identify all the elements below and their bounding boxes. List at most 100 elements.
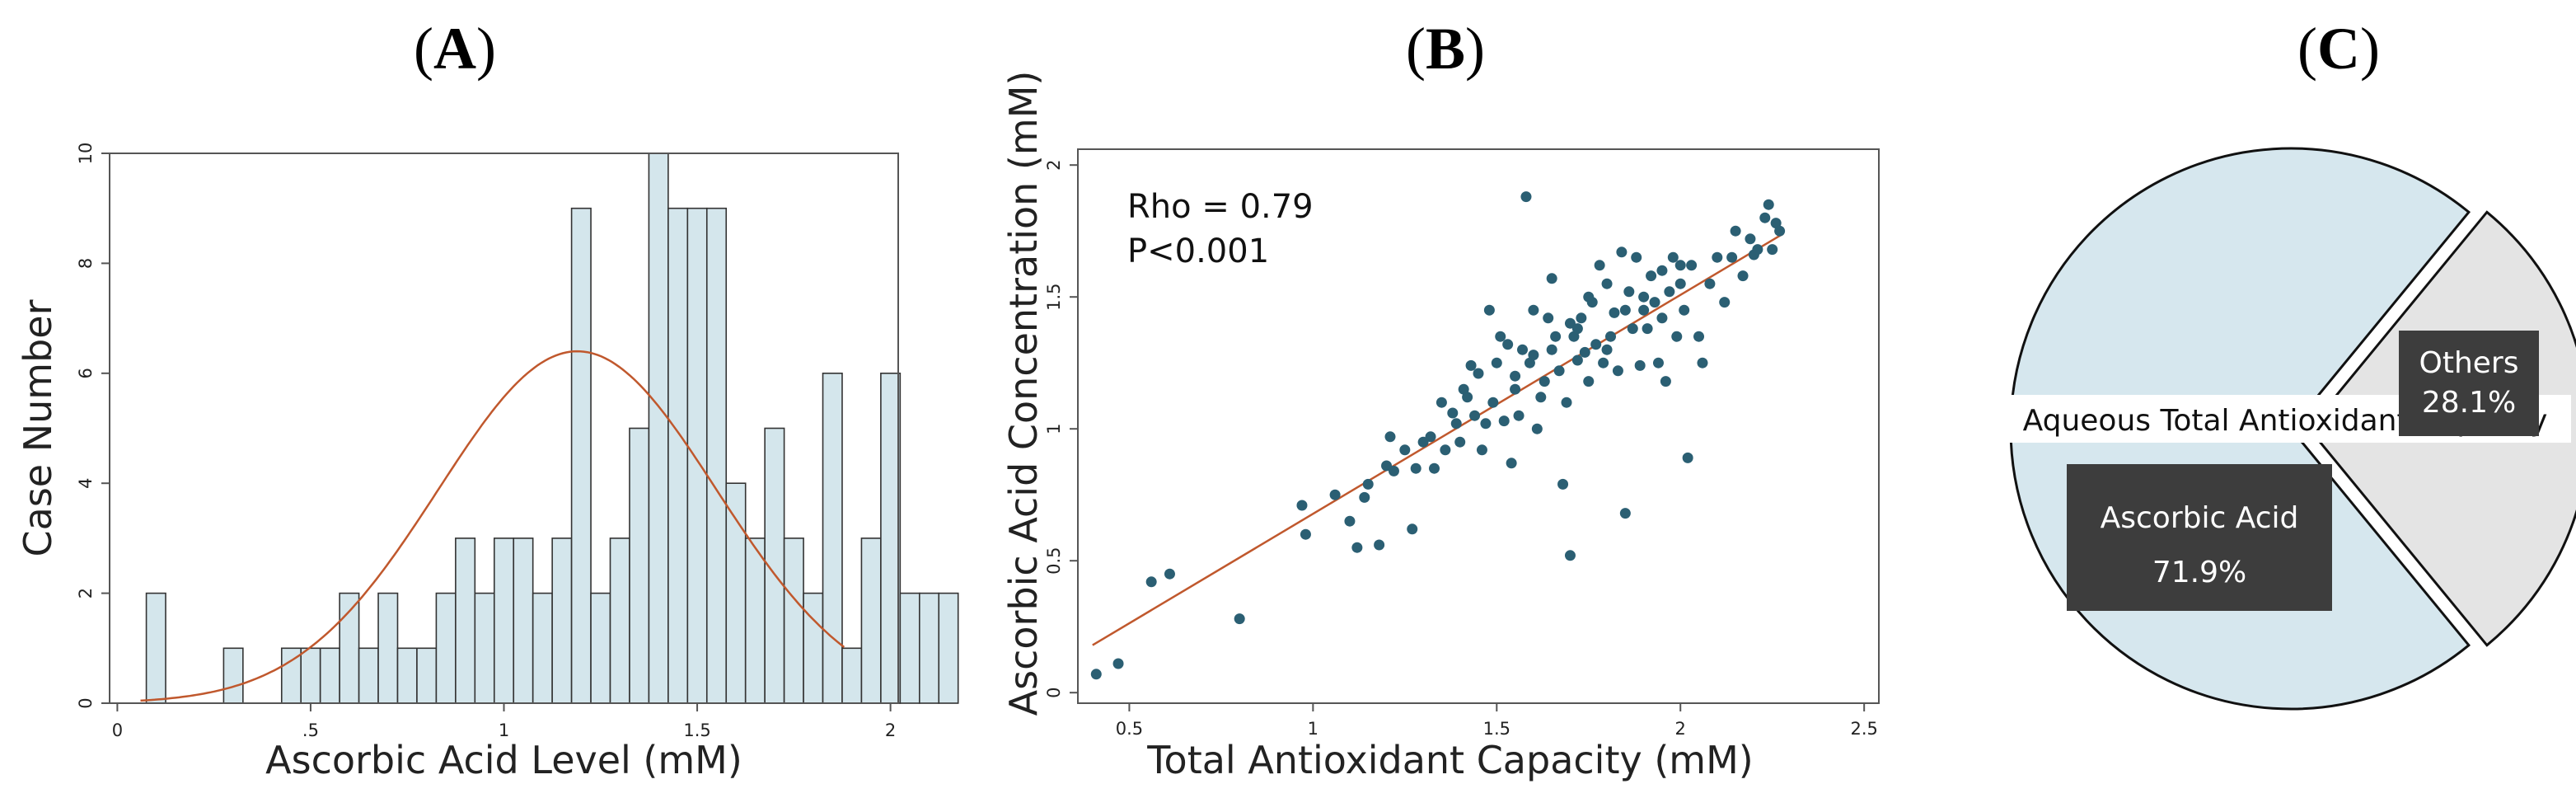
scatter-point [1656,265,1668,276]
scatter-point [1234,613,1245,625]
histogram-bar [629,427,650,704]
scatter-point [1351,542,1363,553]
scatter-point [1362,478,1374,490]
y-tick-label: 4 [76,478,96,489]
scatter-point [1462,392,1473,403]
histogram-bar [880,372,902,704]
x-ticks-a: 0 .5 1 1.5 2 [112,703,896,740]
scatter-point [1344,515,1356,527]
scatter-point [1454,436,1466,448]
x-tick-label: .5 [302,721,319,740]
y-tick-label: 2 [1044,160,1064,171]
histogram-bar [339,592,360,704]
scatter-point [1384,431,1396,443]
scatter-point [1774,225,1786,237]
x-tick-label: 1.5 [683,721,710,740]
scatter-point [1601,278,1613,289]
scatter-point [1656,312,1668,324]
x-tick-label: 0 [112,721,123,740]
scatter-point [1296,500,1308,511]
y-tick-label: 8 [76,258,96,269]
panel-label-b: (B) [1406,16,1485,82]
scatter-point [1730,225,1741,237]
scatter-point [1510,370,1521,382]
scatter-point [1440,444,1451,456]
histogram-bar [570,207,592,704]
scatter-point [1450,418,1462,430]
scatter-point [1619,508,1631,519]
rho-annotation: Rho = 0.79 [1127,188,1314,226]
histogram-bar [319,647,340,704]
scatter-point [1697,357,1708,368]
histogram-bar [513,537,534,704]
x-axis-title-b: Total Antioxidant Capacity (mM) [1146,738,1753,782]
scatter-point [1428,462,1440,474]
scatter-point [1483,304,1495,316]
scatter-point [1498,415,1510,427]
histogram-bar [860,537,882,704]
histogram-bar [899,592,920,704]
scatter-point [1671,331,1683,342]
ascorbic-acid-percent: 71.9% [2152,556,2246,589]
x-tick-label: 0.5 [1116,719,1143,739]
scatter-point [1510,383,1521,395]
scatter-points [1090,191,1786,680]
histogram-bar [648,153,669,704]
histogram-bar [493,537,515,704]
scatter-point [1590,339,1602,350]
histogram-bar [938,592,959,704]
scatter-point [1399,444,1411,456]
scatter-point [1374,539,1385,551]
scatter-point [1612,365,1623,377]
scatter-point [1473,368,1484,379]
y-ticks-a: 0 2 4 6 8 10 [76,143,110,709]
p-value-annotation: P<0.001 [1127,232,1269,270]
histogram-bar [435,592,457,704]
others-label-box [2399,331,2539,436]
scatter-point [1576,312,1587,324]
scatter-point [1763,199,1774,210]
scatter-point [1726,251,1738,263]
scatter-point [1598,357,1609,368]
panel-label-a: (A) [414,16,496,82]
histogram-bar [919,592,940,704]
regression-line [1092,232,1784,646]
scatter-point [1407,523,1418,535]
scatter-point [1719,297,1731,308]
scatter-point [1520,191,1532,203]
pie-chart: Aqueous Total Antioxidant Capacity Ascor… [1999,147,2576,711]
scatter-point [1682,452,1693,463]
scatter-point [1388,465,1399,476]
others-percent: 28.1% [2422,386,2516,420]
scatter-point [1539,376,1550,387]
x-tick-label: 2 [885,721,896,740]
histogram-bar [725,482,747,704]
histogram-bar [686,207,708,704]
scatter-point [1410,462,1421,474]
scatter-point [1583,291,1595,303]
scatter-point [1513,410,1525,421]
scatter-point [1480,418,1492,430]
scatter-point [1550,331,1562,342]
y-tick-label: 1.5 [1044,283,1064,310]
y-ticks-b: 0 0.5 1 1.5 2 [1044,160,1078,698]
histogram-bar [783,537,804,704]
scatter-point [1329,489,1341,500]
histogram-bar [222,647,244,704]
scatter-point [1646,270,1657,282]
scatter-point [1752,244,1763,256]
scatter-point [1737,270,1749,282]
scatter-point [1634,359,1646,371]
scatter-point [1583,376,1595,387]
scatter-point [1502,339,1514,350]
histogram-bar [145,592,166,704]
scatter-point [1767,244,1778,256]
scatter-point [1145,576,1157,588]
scatter-point [1359,491,1370,503]
scatter-point [1619,304,1631,316]
scatter-point [1528,350,1539,361]
scatter-point [1546,344,1557,355]
histogram-bar [667,207,689,704]
y-tick-label: 0 [76,697,96,708]
scatter-point [1465,359,1477,371]
